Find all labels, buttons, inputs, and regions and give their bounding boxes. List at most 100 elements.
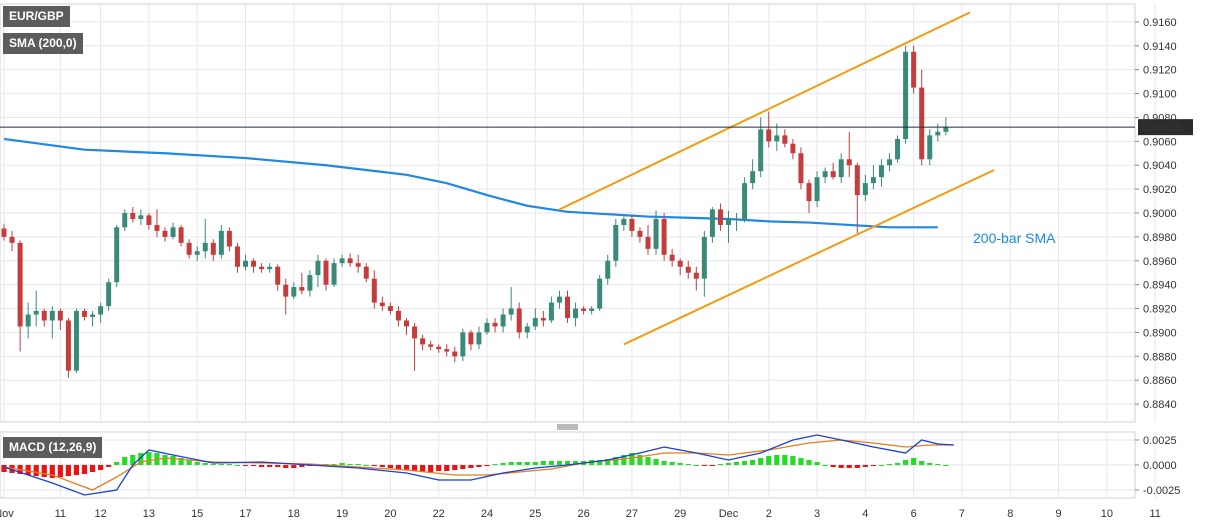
macd-histogram-bar: [411, 465, 418, 471]
candle-body: [395, 310, 401, 321]
y-tick-label: 0.8860: [1143, 375, 1177, 387]
macd-y-axis: 0.0025 0.0000 -0.0025: [1135, 435, 1180, 497]
candle-body: [589, 308, 595, 311]
x-tick-label: 18: [288, 508, 300, 520]
macd-histogram-bar: [927, 463, 933, 465]
candle-body: [243, 260, 248, 267]
candle-body: [106, 282, 112, 307]
macd-histogram-bar: [299, 465, 305, 467]
candle-body: [621, 218, 627, 225]
candle-body: [806, 183, 812, 202]
macd-histogram-bar: [798, 458, 804, 465]
candle-body: [1, 228, 7, 237]
macd-histogram-bar: [242, 465, 249, 466]
macd-histogram-bar: [943, 465, 949, 466]
candle-body: [573, 308, 579, 319]
macd-histogram-bar: [516, 462, 522, 465]
macd-tick-label: 0.0025: [1143, 435, 1177, 447]
y-tick-label: 0.8840: [1143, 399, 1177, 411]
candle-body: [830, 171, 836, 178]
x-tick-label: 10: [1101, 508, 1113, 520]
macd-histogram-bar: [806, 460, 812, 465]
candle-body: [436, 346, 442, 350]
macd-histogram-bar: [782, 455, 788, 465]
macd-histogram-bar: [65, 465, 71, 476]
macd-histogram-bar: [766, 456, 772, 465]
x-axis: Nov 11 12 13 15 17 18 19 20 22 24 25 26 27 29 Dec 2 3 4 6 7 8…: [0, 508, 1161, 520]
x-tick-label: Nov: [0, 508, 14, 520]
x-tick-label: 2: [766, 508, 772, 520]
candle-body: [428, 344, 434, 347]
macd-histogram-bar: [89, 465, 96, 472]
candle-body: [790, 143, 796, 154]
macd-histogram-bar: [854, 465, 860, 468]
macd-histogram-bar: [267, 465, 273, 467]
pane-divider[interactable]: [557, 424, 578, 430]
candle-body: [492, 322, 498, 327]
candle-body: [484, 322, 490, 333]
candle-body: [210, 242, 216, 255]
macd-histogram-bar: [725, 463, 732, 465]
macd-histogram-bar: [122, 457, 128, 465]
macd-histogram-bar: [291, 465, 297, 468]
candle-body: [677, 260, 683, 267]
macd-histogram-bar: [363, 465, 369, 466]
channel-layer: [559, 11, 995, 346]
candle-body: [170, 227, 176, 237]
macd-histogram-bar: [484, 465, 490, 466]
candle-body: [452, 351, 458, 357]
macd-histogram-bar: [41, 465, 47, 477]
candle-body: [283, 284, 289, 297]
channel-upper-line: [559, 11, 971, 211]
candle-body: [291, 287, 297, 297]
macd-histogram-bar: [420, 465, 426, 472]
candle-body: [895, 138, 901, 160]
candle-body: [138, 215, 144, 219]
macd-histogram-bar: [701, 465, 707, 466]
macd-histogram-bar: [653, 459, 659, 465]
y-tick-label: 0.8920: [1143, 304, 1177, 316]
macd-histogram-bar: [564, 461, 571, 465]
macd-histogram-bar: [572, 461, 579, 465]
macd-histogram-bar: [202, 463, 208, 465]
macd-histogram-bar: [331, 464, 337, 465]
candle-body: [251, 260, 257, 267]
candle-body: [556, 296, 562, 303]
candle-body: [25, 314, 31, 327]
macd-histogram-bar: [629, 453, 635, 465]
candle-body: [154, 224, 160, 231]
candle-body: [234, 246, 240, 267]
candle-body: [717, 209, 723, 225]
candle-body: [766, 129, 772, 142]
x-tick-label: 3: [814, 508, 820, 520]
candle-body: [267, 266, 273, 270]
candle-body: [412, 326, 418, 339]
candle-body: [653, 218, 659, 249]
macd-histogram-bar: [733, 462, 740, 465]
candle-body: [226, 230, 232, 247]
sma-200-layer: [3, 137, 938, 229]
channel-lower-line: [623, 169, 995, 346]
macd-indicator-label: MACD (12,26,9): [3, 437, 103, 458]
candle-body: [65, 320, 71, 371]
macd-histogram-bar: [524, 462, 530, 465]
macd-histogram-bar: [73, 465, 80, 475]
macd-histogram-bar: [25, 465, 31, 475]
candle-body: [927, 135, 933, 160]
x-tick-label: 29: [674, 508, 686, 520]
candle-body: [669, 254, 675, 261]
macd-histogram-bar: [661, 461, 667, 465]
candle-body: [605, 260, 611, 279]
candle-body: [838, 159, 844, 178]
candle-body: [532, 318, 538, 327]
candle-body: [444, 349, 450, 352]
macd-histogram-bar: [444, 465, 450, 471]
candle-body: [911, 51, 917, 88]
candle-body: [178, 227, 184, 243]
candle-body: [726, 218, 731, 225]
candle-body: [814, 177, 820, 202]
macd-histogram-bar: [436, 465, 442, 471]
macd-histogram-bar: [49, 465, 55, 478]
macd-histogram-bar: [130, 455, 136, 465]
